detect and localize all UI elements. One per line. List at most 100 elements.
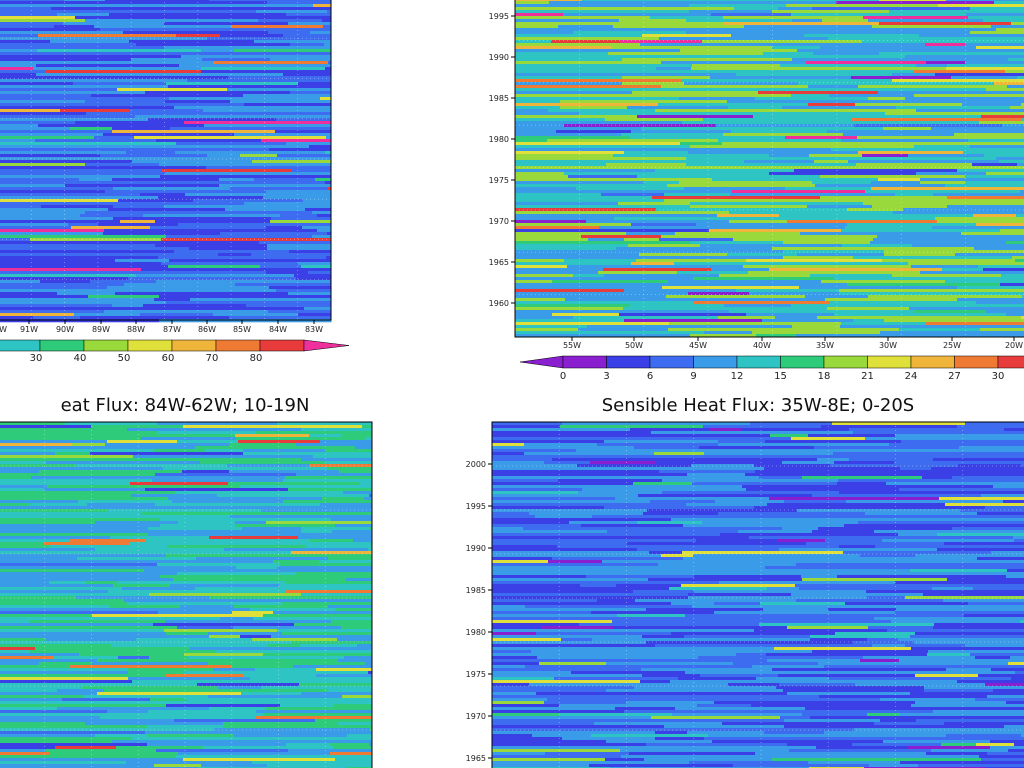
heatmap-cell bbox=[1003, 500, 1024, 504]
y-tick-label: 1970 bbox=[466, 712, 486, 721]
heatmap-row bbox=[0, 575, 373, 579]
heatmap-cell bbox=[492, 521, 570, 525]
heatmap-row bbox=[515, 94, 1024, 98]
heatmap-cell bbox=[905, 97, 1024, 101]
heatmap-cell bbox=[0, 710, 108, 714]
heatmap-row bbox=[515, 178, 1024, 182]
heatmap-row bbox=[0, 716, 373, 720]
heatmap-cell bbox=[901, 440, 1005, 444]
heatmap-cell bbox=[180, 605, 235, 609]
heatmap-cell bbox=[772, 46, 821, 50]
heatmap-cell bbox=[228, 76, 332, 80]
heatmap-row bbox=[0, 184, 332, 188]
heatmap-cell bbox=[830, 301, 936, 305]
heatmap-cell bbox=[159, 163, 199, 167]
heatmap-cell bbox=[128, 671, 184, 675]
heatmap-row bbox=[515, 244, 1024, 248]
heatmap-cell bbox=[343, 698, 373, 702]
heatmap-cell bbox=[754, 629, 888, 633]
heatmap-cell bbox=[933, 710, 1024, 714]
heatmap-cell bbox=[240, 701, 368, 705]
heatmap-cell bbox=[71, 761, 127, 765]
heatmap-cell bbox=[722, 175, 821, 179]
heatmap-cell bbox=[492, 755, 622, 759]
heatmap-cell bbox=[756, 334, 797, 338]
heatmap-row bbox=[515, 265, 1024, 269]
heatmap-row bbox=[0, 608, 373, 612]
heatmap-cell bbox=[751, 704, 912, 708]
heatmap-cell bbox=[688, 292, 750, 296]
heatmap-cell bbox=[967, 560, 1009, 564]
heatmap-cell bbox=[804, 331, 847, 335]
heatmap-cell bbox=[563, 13, 712, 17]
heatmap-row bbox=[0, 247, 332, 251]
heatmap-cell bbox=[341, 434, 373, 438]
heatmap-cell bbox=[0, 632, 167, 636]
heatmap-cell bbox=[92, 515, 185, 519]
heatmap-cell bbox=[0, 719, 175, 723]
heatmap-cell bbox=[492, 497, 547, 501]
heatmap-cell bbox=[369, 494, 373, 498]
heatmap-cell bbox=[662, 479, 839, 483]
heatmap-cell bbox=[961, 232, 1024, 236]
heatmap-row bbox=[492, 761, 1024, 765]
heatmap-cell bbox=[515, 178, 659, 182]
heatmap-cell bbox=[200, 205, 332, 209]
heatmap-cell bbox=[108, 289, 277, 293]
heatmap-cell bbox=[717, 214, 780, 218]
heatmap-row bbox=[492, 464, 1024, 468]
heatmap-cell bbox=[0, 443, 73, 447]
heatmap-row bbox=[0, 199, 332, 203]
heatmap-cell bbox=[0, 614, 93, 618]
heatmap-cell bbox=[332, 542, 372, 546]
heatmap-cell bbox=[515, 232, 627, 236]
heatmap-cell bbox=[594, 722, 723, 726]
heatmap-cell bbox=[492, 719, 667, 723]
heatmap-cell bbox=[317, 214, 332, 218]
heatmap-row bbox=[492, 608, 1024, 612]
heatmap-row bbox=[0, 190, 332, 194]
heatmap-cell bbox=[759, 623, 935, 627]
heatmap-cell bbox=[991, 449, 1024, 453]
heatmap-row bbox=[0, 533, 373, 537]
heatmap-row bbox=[0, 286, 332, 290]
heatmap-cell bbox=[658, 178, 713, 182]
heatmap-row bbox=[0, 76, 332, 80]
colorbar-label: 3 bbox=[603, 371, 609, 382]
heatmap-cell bbox=[492, 677, 555, 681]
heatmap-cell bbox=[838, 479, 906, 483]
heatmap-cell bbox=[46, 749, 157, 753]
heatmap-row bbox=[0, 635, 373, 639]
heatmap-cell bbox=[925, 43, 966, 47]
heatmap-cell bbox=[0, 271, 154, 275]
heatmap-cell bbox=[260, 265, 302, 269]
heatmap-cell bbox=[0, 440, 108, 444]
heatmap-cell bbox=[946, 734, 1022, 738]
heatmap-row bbox=[515, 220, 1024, 224]
heatmap-cell bbox=[719, 166, 831, 170]
heatmap-row bbox=[492, 434, 1024, 438]
heatmap-cell bbox=[1011, 677, 1024, 681]
heatmap-row bbox=[0, 734, 373, 738]
heatmap-cell bbox=[515, 274, 574, 278]
heatmap-cell bbox=[331, 518, 373, 522]
heatmap-cell bbox=[782, 461, 835, 465]
heatmap-cell bbox=[911, 647, 1024, 651]
heatmap-cell bbox=[848, 31, 971, 35]
heatmap-cell bbox=[148, 118, 277, 122]
heatmap-cell bbox=[704, 452, 834, 456]
heatmap-cell bbox=[492, 422, 563, 426]
heatmap-cell bbox=[254, 40, 332, 44]
heatmap-cell bbox=[931, 127, 1024, 131]
heatmap-cell bbox=[830, 250, 885, 254]
heatmap-cell bbox=[322, 497, 365, 501]
heatmap-row bbox=[492, 710, 1024, 714]
heatmap-row bbox=[515, 238, 1024, 242]
heatmap-cell bbox=[0, 274, 137, 278]
heatmap-cell bbox=[355, 446, 373, 450]
heatmap-cell bbox=[914, 641, 1024, 645]
heatmap-cell bbox=[515, 235, 582, 239]
heatmap-cell bbox=[1021, 464, 1024, 468]
heatmap-cell bbox=[978, 716, 1024, 720]
heatmap-row bbox=[515, 61, 1024, 65]
